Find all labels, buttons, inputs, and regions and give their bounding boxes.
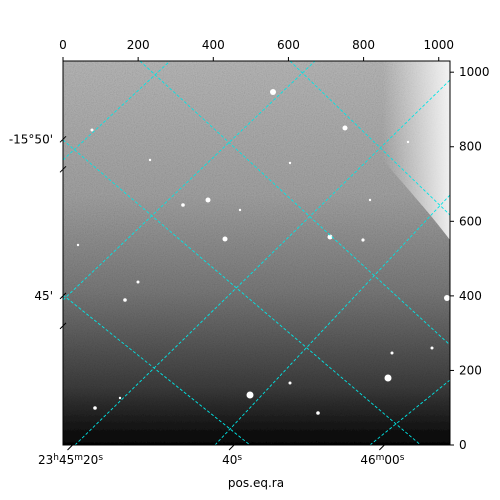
y-tick-label: 0 [459, 438, 467, 452]
star [136, 280, 140, 284]
x-tick-label: 400 [202, 38, 225, 52]
grid-line [214, 194, 450, 445]
star [361, 238, 365, 242]
dec-tick [59, 292, 67, 300]
star [368, 198, 372, 202]
star [288, 381, 292, 385]
star [342, 125, 348, 131]
ra-tick [67, 443, 74, 451]
star [76, 243, 80, 247]
y-tick-label: 600 [459, 214, 482, 228]
coordinate-grid [63, 61, 450, 445]
star [430, 346, 434, 350]
x-tick-label: 1000 [423, 38, 454, 52]
star [444, 295, 450, 301]
star [222, 236, 228, 242]
ra-tick-label: 40s [222, 453, 242, 467]
ra-tick-label: 46m00s [360, 453, 404, 467]
dec-tick-minor [59, 165, 67, 173]
dec-tick-label: 45' [34, 289, 53, 303]
grid-line [74, 79, 450, 445]
dec-axis: -15°50' 45' [9, 132, 67, 330]
pixel-y-axis: 0 200 400 600 800 1000 [450, 65, 490, 452]
stars-layer [76, 89, 450, 415]
y-tick-label: 800 [459, 140, 482, 154]
y-tick-label: 400 [459, 289, 482, 303]
y-tick-label: 1000 [459, 65, 490, 79]
star [90, 128, 94, 132]
star [406, 140, 410, 144]
dec-tick [59, 135, 67, 143]
x-axis-label: pos.eq.ra [228, 476, 284, 490]
star [270, 89, 276, 95]
star [238, 208, 242, 212]
star [118, 396, 122, 400]
star [390, 351, 394, 355]
star [205, 197, 211, 203]
star [123, 298, 127, 302]
x-tick-label: 800 [352, 38, 375, 52]
x-tick-label: 600 [277, 38, 300, 52]
star [148, 158, 152, 162]
pixel-x-axis: 0 200 400 600 800 1000 [59, 38, 454, 61]
grid-line [139, 61, 450, 346]
star [288, 161, 292, 165]
bright-region [300, 61, 450, 240]
ra-tick [379, 443, 386, 451]
grid-line [289, 61, 450, 216]
y-tick-label: 200 [459, 363, 482, 377]
star [93, 406, 97, 410]
grid-line [63, 61, 171, 161]
ra-tick-label: 23h45m20s [38, 453, 103, 467]
x-tick-label: 0 [59, 38, 67, 52]
dec-tick-label: -15°50' [9, 132, 53, 146]
ra-tick [228, 443, 236, 451]
grid-line [63, 61, 316, 301]
star [327, 234, 333, 240]
star [181, 203, 185, 207]
dec-tick-minor [59, 322, 67, 330]
plot-frame [62, 60, 451, 446]
grid-line [369, 379, 450, 445]
ra-axis: 23h45m20s 40s 46m00s [38, 443, 405, 467]
x-tick-label: 200 [127, 38, 150, 52]
sky-image [63, 61, 450, 445]
star [246, 391, 254, 399]
star [384, 374, 392, 382]
star [316, 411, 320, 415]
